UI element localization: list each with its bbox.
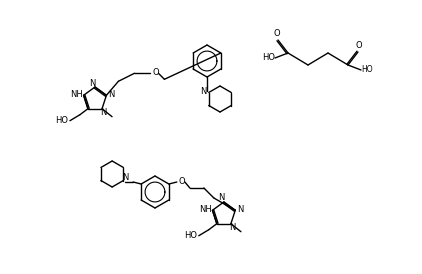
Text: HO: HO: [184, 231, 197, 240]
Text: N: N: [89, 78, 95, 87]
Text: NH: NH: [199, 205, 212, 214]
Text: O: O: [152, 68, 159, 77]
Text: NH: NH: [70, 90, 83, 99]
Text: N: N: [108, 90, 115, 99]
Text: N: N: [200, 87, 206, 96]
Text: HO: HO: [262, 53, 276, 62]
Text: O: O: [356, 41, 362, 50]
Text: N: N: [122, 173, 128, 182]
Text: N: N: [100, 108, 106, 117]
Text: N: N: [237, 205, 243, 214]
Text: HO: HO: [55, 116, 68, 125]
Text: O: O: [274, 30, 280, 39]
Text: O: O: [179, 176, 185, 185]
Text: N: N: [218, 193, 224, 202]
Text: N: N: [229, 223, 235, 232]
Text: HO: HO: [361, 65, 373, 75]
